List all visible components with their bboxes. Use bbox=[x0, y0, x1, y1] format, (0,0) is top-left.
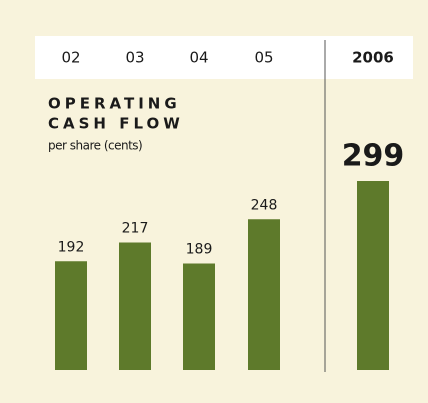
x-tick-label: 2006 bbox=[352, 49, 394, 67]
chart-title: OPERATING bbox=[48, 95, 181, 113]
bar bbox=[357, 181, 389, 370]
value-label: 192 bbox=[58, 239, 85, 255]
value-label: 248 bbox=[251, 197, 278, 213]
bar bbox=[248, 219, 280, 370]
x-tick-label: 03 bbox=[125, 49, 144, 67]
x-tick-label: 04 bbox=[189, 49, 208, 67]
x-tick-label: 05 bbox=[254, 49, 273, 67]
value-label: 299 bbox=[342, 139, 405, 174]
bar bbox=[119, 242, 151, 370]
value-label: 217 bbox=[122, 221, 149, 237]
bar bbox=[183, 263, 215, 370]
chart-title: CASH FLOW bbox=[48, 115, 184, 133]
bar bbox=[55, 261, 87, 370]
x-tick-label: 02 bbox=[61, 49, 80, 67]
value-label: 189 bbox=[186, 242, 213, 258]
chart-subtitle: per share (cents) bbox=[48, 139, 142, 153]
header-band bbox=[35, 36, 413, 79]
